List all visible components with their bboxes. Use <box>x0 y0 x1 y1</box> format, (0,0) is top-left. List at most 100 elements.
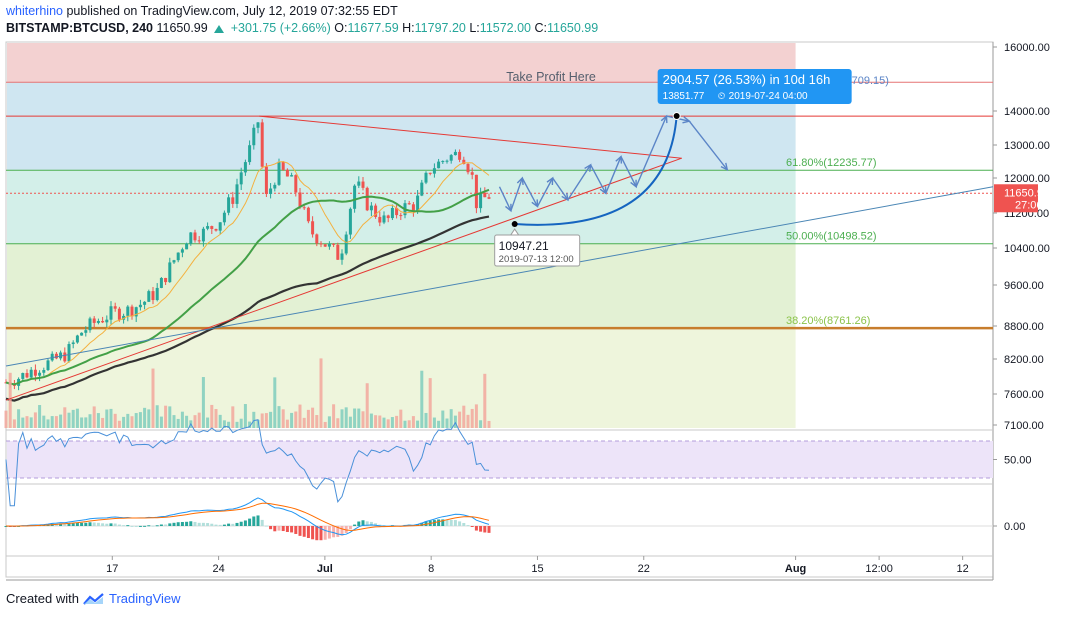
candle-body <box>462 159 466 165</box>
macd-bar <box>92 522 96 526</box>
candle-body <box>29 369 33 378</box>
macd-bar <box>336 526 340 537</box>
macd-bar <box>273 526 277 532</box>
macd-histogram <box>4 515 491 541</box>
macd-signal-line <box>6 502 490 531</box>
author-link[interactable]: whiterhino <box>6 4 63 18</box>
volume-bar <box>382 417 386 428</box>
volume-bar <box>21 417 25 428</box>
volume-bar <box>243 404 247 428</box>
candle-body <box>138 304 142 308</box>
volume-bar <box>411 416 415 428</box>
volume-bar <box>193 415 197 428</box>
candle-body <box>75 335 79 343</box>
volume-bar <box>231 406 235 428</box>
candle-body <box>96 321 100 323</box>
symbol-label: BITSTAMP:BTCUSD, 240 <box>6 21 154 35</box>
volume-bar <box>315 415 319 428</box>
macd-bar <box>168 523 172 526</box>
volume-bar <box>432 417 436 428</box>
volume-bar <box>206 417 210 428</box>
last-price-tag <box>994 184 1038 213</box>
volume-bar <box>25 416 29 428</box>
rsi-axis-label: 50.00 <box>1004 455 1032 467</box>
chart-publish-line: whiterhino published on TradingView.com,… <box>6 4 398 18</box>
price-axis-label: 7600.00 <box>1004 389 1044 401</box>
volume-bar <box>218 414 222 428</box>
volume-bar <box>428 378 432 428</box>
volume-bar <box>122 416 126 428</box>
ma-fast-line <box>5 161 490 385</box>
rsi-line <box>5 419 490 507</box>
volume-bar <box>273 377 277 428</box>
macd-bar <box>260 519 264 526</box>
volume-bar <box>474 404 478 428</box>
candle-body <box>201 228 205 242</box>
price-axis-label: 14000.00 <box>1004 106 1050 118</box>
candle-body <box>277 161 281 185</box>
tradingview-logo-icon <box>83 592 104 605</box>
candle-body <box>483 192 487 198</box>
macd-bar <box>264 525 268 527</box>
volume-bar <box>109 408 113 428</box>
volume-bar <box>302 417 306 428</box>
candle-body <box>290 175 294 177</box>
macd-bar <box>109 523 113 526</box>
volume-bar <box>369 413 373 428</box>
time-axis-label: 17 <box>106 563 118 575</box>
price-axis-label: 16000.00 <box>1004 42 1050 54</box>
candle-body <box>420 182 424 196</box>
candle-body <box>210 226 214 229</box>
candle-body <box>185 243 189 250</box>
macd-bar <box>479 526 483 532</box>
candle-body <box>189 232 193 244</box>
candle-body <box>63 352 67 362</box>
candle-body <box>336 244 340 260</box>
macd-bar <box>361 520 365 526</box>
macd-bar <box>462 522 466 526</box>
macd-bar <box>474 526 478 531</box>
volume-bar <box>96 413 100 428</box>
candle-body <box>59 352 63 359</box>
macd-bar <box>218 524 222 526</box>
macd-bar <box>319 526 323 541</box>
candle-body <box>243 162 247 173</box>
candle-body <box>134 307 138 317</box>
footer: Created with TradingView <box>6 591 181 606</box>
macd-bar <box>138 525 142 527</box>
volume-bar <box>445 418 449 428</box>
volume-bar <box>172 415 176 428</box>
last-price-label: 11650.99 <box>1004 187 1049 199</box>
macd-bar <box>105 523 109 526</box>
volume-bar <box>59 414 63 428</box>
candle-body <box>264 166 268 194</box>
tradingview-brand[interactable]: TradingView <box>108 591 181 606</box>
candle-body <box>113 306 117 309</box>
projection-end-tooltip: 2904.57 (26.53%) in 10d 16h 13851.77 ⏲ 2019… <box>657 69 889 104</box>
time-axis-label: 15 <box>531 563 543 575</box>
projection-curve <box>514 115 678 226</box>
arrow-segment <box>605 156 622 194</box>
macd-bar <box>67 523 71 526</box>
volume-bar <box>403 420 407 428</box>
volume-bar <box>264 413 268 428</box>
candle-body <box>248 145 252 163</box>
price-axis-label: 9600.00 <box>1004 280 1044 292</box>
volume-bar <box>449 409 453 428</box>
macd-bar <box>340 526 344 536</box>
volume-bar <box>323 421 327 428</box>
time-axis-label: 8 <box>428 563 434 575</box>
projection-arrows <box>498 114 729 213</box>
volume-bar <box>281 409 285 428</box>
volume-bar <box>84 417 88 428</box>
macd-bar <box>323 526 327 540</box>
volume-bar <box>298 404 302 428</box>
macd-bar <box>248 518 252 526</box>
macd-bar <box>54 523 58 526</box>
candle-body <box>382 215 386 223</box>
macd-bar <box>483 526 487 533</box>
volume-bar <box>54 416 58 428</box>
candle-body <box>285 169 289 177</box>
candle-body <box>214 228 218 231</box>
